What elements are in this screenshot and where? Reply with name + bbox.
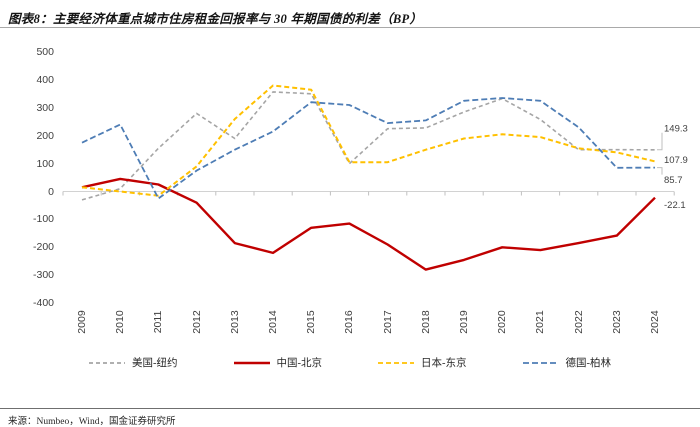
end-value-label: 149.3: [664, 123, 688, 134]
series-line-2: [81, 177, 656, 271]
y-tick-label: -200: [32, 241, 54, 254]
legend-line-sample: [89, 361, 125, 364]
series-line-4: [81, 97, 656, 200]
x-tick-label: 2020: [496, 310, 509, 334]
x-tick-label: 2022: [572, 310, 585, 334]
x-tick-label: 2012: [190, 310, 203, 334]
series-line-3: [81, 84, 656, 197]
y-tick-label: 100: [36, 157, 54, 170]
y-tick-label: 400: [36, 73, 54, 86]
end-value-label: 107.9: [664, 155, 688, 166]
series-line-1: [81, 91, 656, 201]
chart-legend: 美国-纽约 中国-北京 日本-东京 德国-柏林: [0, 355, 700, 370]
footer-divider: [0, 408, 700, 409]
legend-item-2: 中国-北京: [233, 355, 323, 370]
legend-line-sample: [522, 361, 559, 364]
end-value-label: -22.1: [664, 200, 686, 211]
y-tick-label: 300: [36, 101, 54, 114]
end-label-leader: [657, 132, 663, 151]
x-tick-label: 2023: [610, 310, 623, 334]
chart-title: 图表8：主要经济体重点城市住房租金回报率与 30 年期国债的利差（BP）: [8, 12, 423, 26]
x-tick-label: 2011: [152, 310, 165, 334]
legend-label: 德国-柏林: [565, 358, 612, 369]
x-tick-label: 2010: [114, 310, 127, 334]
line-chart: 149.3 -22.1 107.9 85.7 500 400 300 200 100 0 -100…: [0, 30, 700, 350]
x-tick-label: 2013: [228, 310, 241, 334]
legend-line-sample: [233, 361, 270, 364]
x-tick-label: 2009: [76, 310, 88, 334]
y-tick-label: -300: [32, 269, 54, 282]
legend-item-1: 美国-纽约: [89, 355, 178, 370]
legend-label: 美国-纽约: [132, 358, 178, 369]
y-tick-label: -400: [32, 297, 54, 310]
end-label-leader: [657, 167, 663, 175]
x-tick-label: 2021: [534, 310, 547, 334]
y-tick-label: 0: [48, 185, 54, 198]
legend-item-4: 德国-柏林: [522, 355, 612, 370]
end-value-label: 85.7: [664, 175, 683, 186]
y-tick-label: 200: [36, 129, 54, 142]
legend-line-sample: [378, 361, 414, 364]
y-tick-label: -100: [32, 213, 54, 226]
legend-label: 日本-东京: [421, 358, 467, 369]
x-tick-label: 2014: [267, 310, 279, 334]
y-tick-label: 500: [36, 46, 54, 58]
x-tick-label: 2019: [458, 310, 470, 334]
chart-canvas: 149.3 -22.1 107.9 85.7: [62, 84, 688, 271]
title-divider: [0, 27, 700, 28]
x-tick-label: 2015: [305, 310, 318, 334]
source-note: 来源：Numbeo，Wind，国金证券研究所: [8, 417, 176, 427]
x-tick-label: 2017: [381, 310, 394, 334]
x-tick-label: 2018: [419, 310, 432, 334]
legend-label: 中国-北京: [276, 358, 323, 369]
x-tick-label: 2024: [649, 310, 661, 334]
x-tick-label: 2016: [343, 310, 356, 334]
legend-item-3: 日本-东京: [378, 355, 467, 370]
